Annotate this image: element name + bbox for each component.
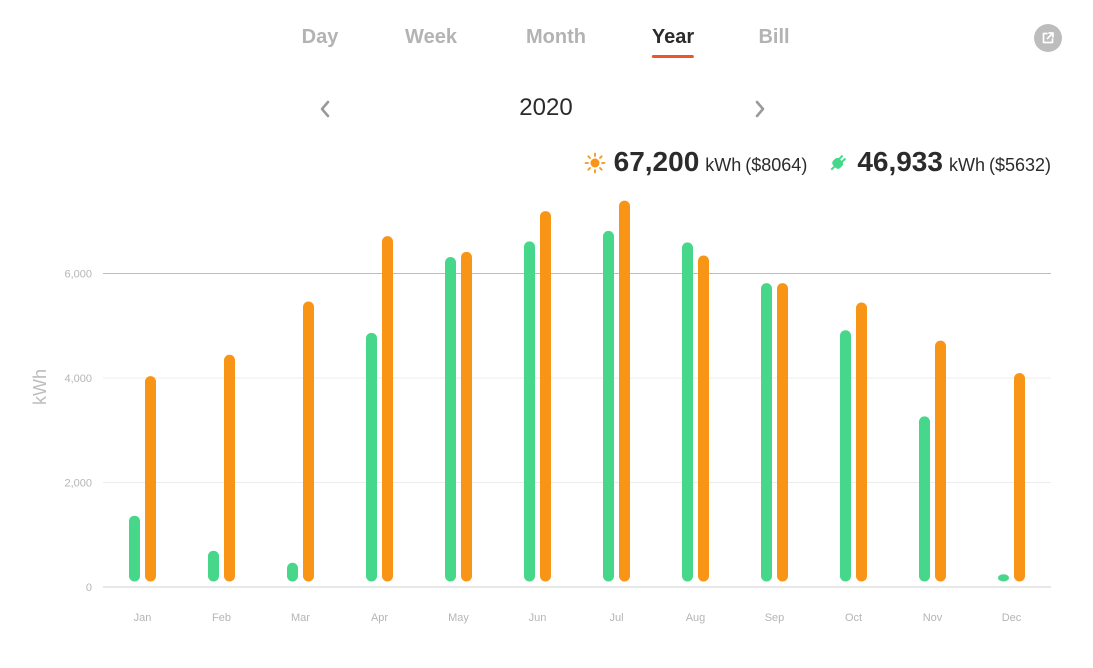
consumption-bar-aug[interactable] bbox=[682, 242, 693, 582]
consumption-bar-nov[interactable] bbox=[919, 416, 930, 582]
period-tabs: Day Week Month Year Bill bbox=[0, 26, 1093, 66]
consumption-bar-may[interactable] bbox=[445, 257, 456, 582]
next-year-button[interactable] bbox=[752, 98, 768, 120]
production-bar-apr[interactable] bbox=[382, 236, 393, 582]
totals-summary: 67,200 kWh ($8064) 46,933 kWh ($5632) bbox=[584, 146, 1051, 178]
y-tick-label: 0 bbox=[86, 582, 92, 594]
tab-week[interactable]: Week bbox=[405, 26, 457, 48]
production-bar-feb[interactable] bbox=[224, 354, 235, 582]
previous-year-button[interactable] bbox=[317, 98, 333, 120]
consumption-bar-feb[interactable] bbox=[208, 550, 219, 582]
production-bar-aug[interactable] bbox=[698, 255, 709, 582]
consumption-bar-apr[interactable] bbox=[366, 332, 377, 582]
y-axis-label: kWh bbox=[30, 369, 50, 405]
production-bar-jan[interactable] bbox=[145, 376, 156, 582]
consumption-total-value: 46,933 bbox=[857, 146, 943, 177]
y-tick-label: 2,000 bbox=[64, 478, 92, 490]
tab-month[interactable]: Month bbox=[526, 26, 586, 48]
chevron-right-icon bbox=[755, 100, 765, 118]
export-button[interactable] bbox=[1034, 24, 1062, 52]
production-total-unit: kWh bbox=[705, 155, 742, 175]
x-tick-label: Oct bbox=[845, 612, 862, 624]
y-tick-label: 6,000 bbox=[64, 269, 92, 281]
production-total-value: 67,200 bbox=[613, 146, 700, 177]
y-tick-label: 4,000 bbox=[64, 373, 92, 385]
consumption-total-cost: ($5632) bbox=[988, 155, 1051, 175]
yearly-energy-chart: 0 2,000 4,000 6,000 kWh Jan Feb Mar Apr May Jun Jul… bbox=[30, 200, 1051, 624]
x-tick-label: Jul bbox=[609, 612, 623, 624]
production-bar-oct[interactable] bbox=[856, 302, 867, 582]
consumption-total-unit: kWh bbox=[948, 155, 985, 175]
production-bar-jul[interactable] bbox=[619, 200, 630, 582]
tab-year[interactable]: Year bbox=[651, 26, 695, 58]
tab-bill[interactable]: Bill bbox=[758, 26, 790, 48]
consumption-bar-sep[interactable] bbox=[761, 283, 772, 582]
tab-year-label: Year bbox=[651, 26, 695, 48]
x-tick-label: Jan bbox=[134, 612, 152, 624]
plug-icon bbox=[827, 152, 849, 174]
consumption-bar-jan[interactable] bbox=[129, 515, 140, 582]
x-tick-label: Sep bbox=[765, 612, 785, 624]
production-bar-may[interactable] bbox=[461, 251, 472, 582]
consumption-bar-mar[interactable] bbox=[287, 562, 298, 582]
x-tick-label: Apr bbox=[371, 612, 388, 624]
external-link-icon bbox=[1042, 32, 1054, 44]
production-bar-nov[interactable] bbox=[935, 340, 946, 582]
consumption-bar-dec[interactable] bbox=[998, 574, 1009, 582]
x-tick-label: May bbox=[448, 612, 469, 624]
production-bar-sep[interactable] bbox=[777, 283, 788, 582]
active-tab-underline bbox=[651, 55, 695, 58]
sun-icon bbox=[584, 152, 606, 174]
tab-day[interactable]: Day bbox=[301, 26, 339, 48]
consumption-bar-jun[interactable] bbox=[524, 241, 535, 582]
production-bar-dec[interactable] bbox=[1014, 373, 1025, 582]
x-tick-label: Feb bbox=[212, 612, 231, 624]
production-total-cost: ($8064) bbox=[745, 155, 808, 175]
x-tick-label: Aug bbox=[686, 612, 706, 624]
production-bar-jun[interactable] bbox=[540, 211, 551, 582]
chevron-left-icon bbox=[320, 100, 330, 118]
production-bar-mar[interactable] bbox=[303, 301, 314, 582]
consumption-bar-oct[interactable] bbox=[840, 330, 851, 582]
x-tick-label: Dec bbox=[1002, 612, 1022, 624]
x-tick-label: Jun bbox=[529, 612, 547, 624]
x-tick-label: Nov bbox=[923, 612, 943, 624]
year-navigator: 2020 bbox=[0, 92, 1093, 126]
x-tick-label: Mar bbox=[291, 612, 310, 624]
consumption-bar-jul[interactable] bbox=[603, 230, 614, 582]
year-label: 2020 bbox=[519, 94, 573, 121]
